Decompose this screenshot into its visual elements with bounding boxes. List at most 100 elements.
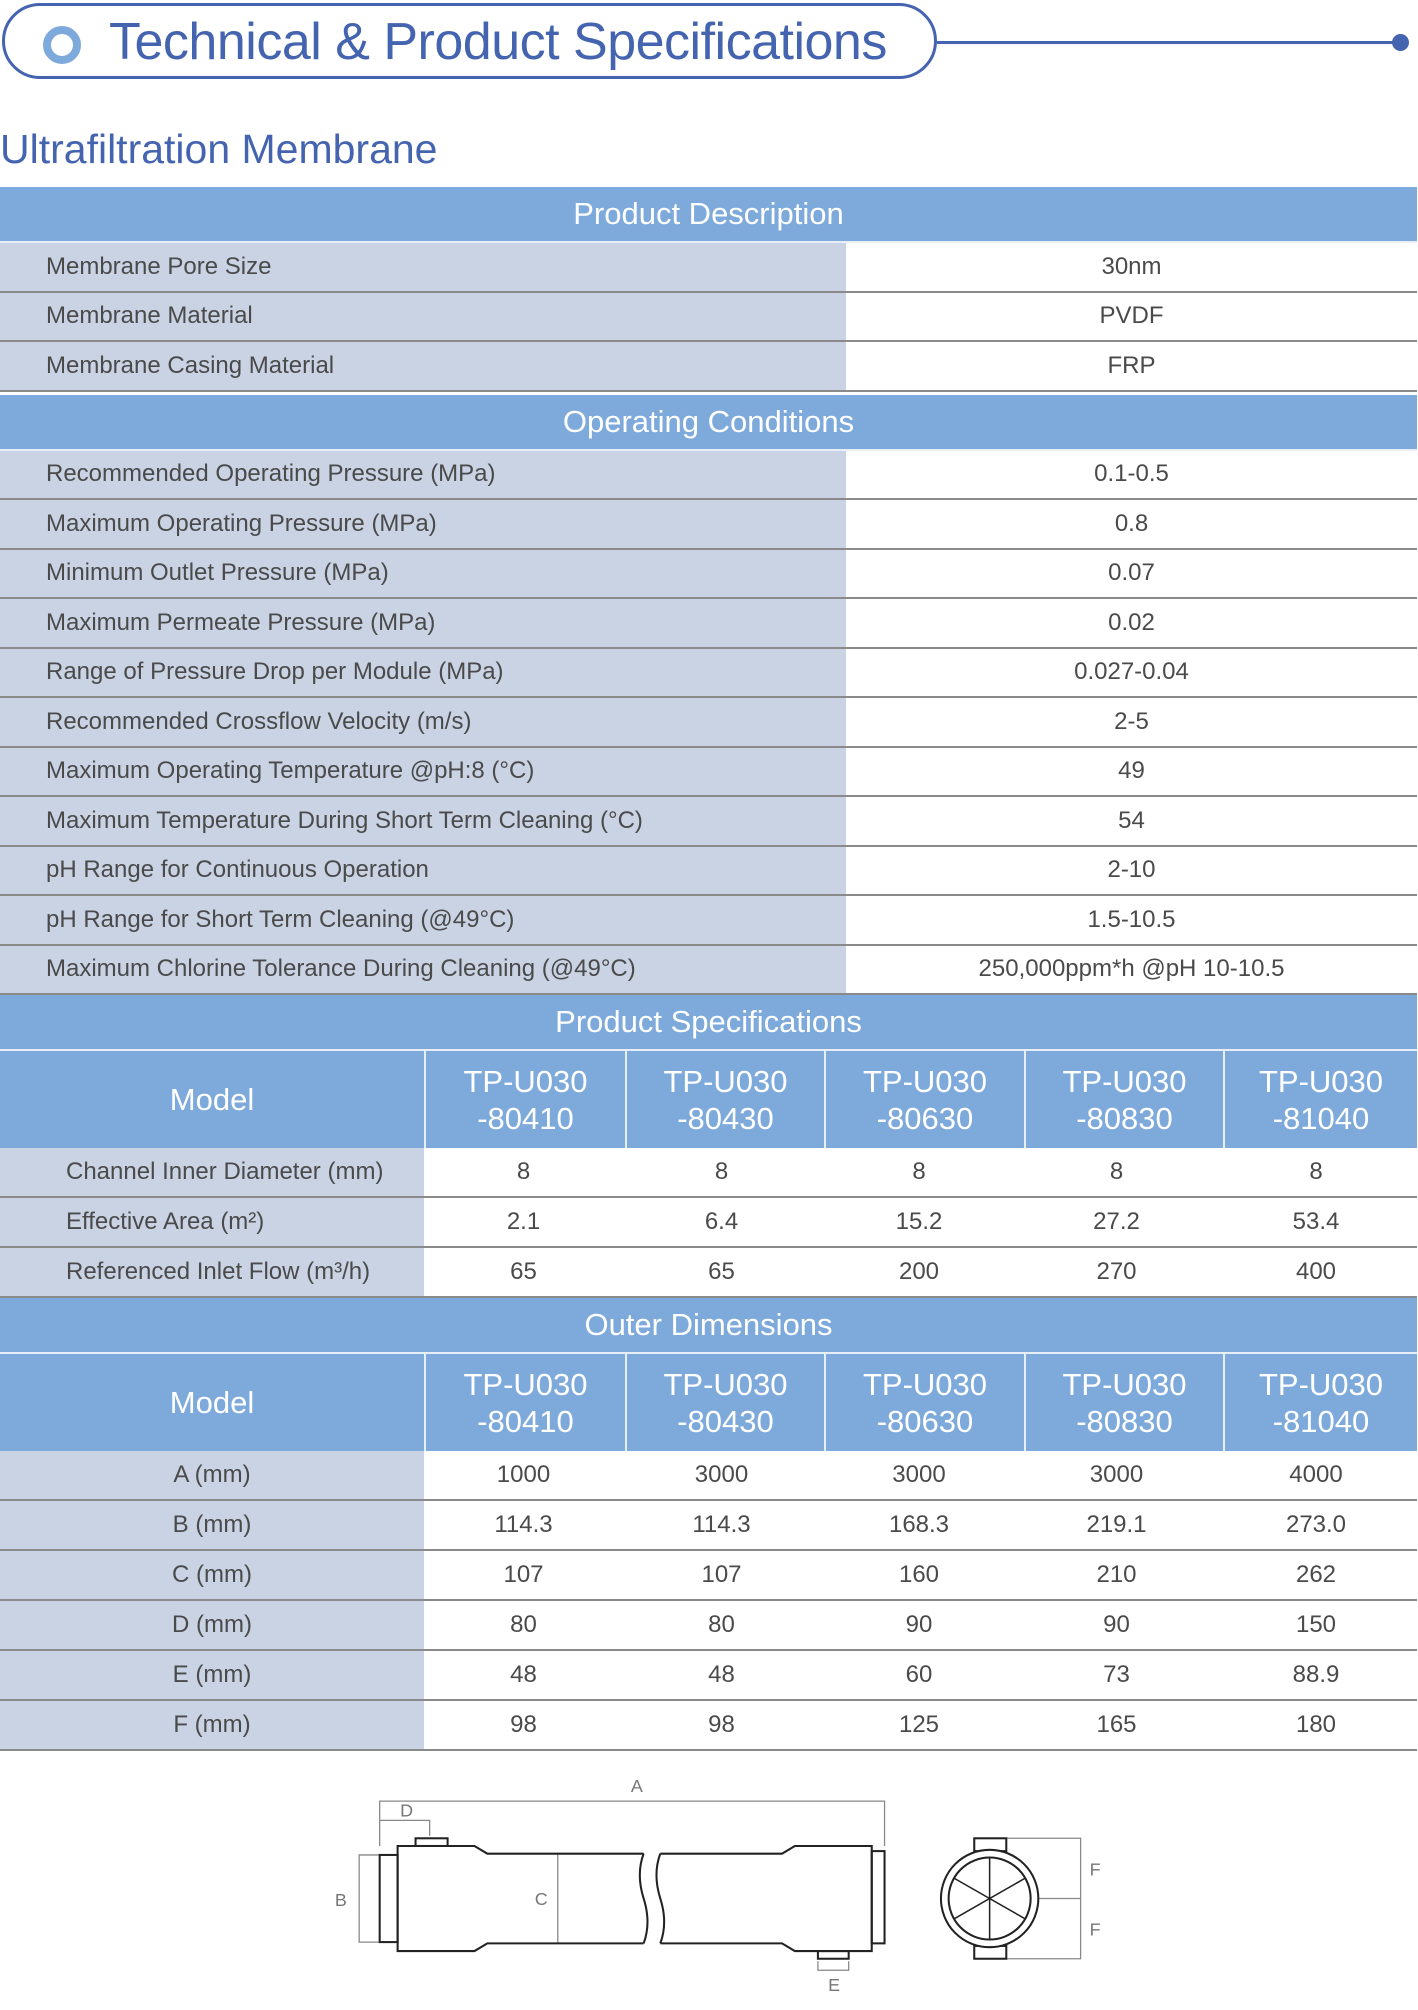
cell-value: 65 xyxy=(708,1258,735,1285)
label-e: E xyxy=(828,1975,840,1995)
model-name-line2: -80410 xyxy=(477,1100,574,1136)
row-label: Membrane Casing Material xyxy=(0,342,846,390)
model-name: TP-U030 -80430 xyxy=(663,1366,787,1440)
model-name: TP-U030 -80830 xyxy=(1062,1366,1186,1440)
row-value: 0.027-0.04 xyxy=(1074,658,1189,686)
table-row: Recommended Operating Pressure (MPa) 0.1-… xyxy=(0,450,1417,500)
cell-value: 65 xyxy=(510,1258,537,1285)
cell-value: 48 xyxy=(510,1661,537,1688)
model-name: TP-U030 -81040 xyxy=(1259,1366,1383,1440)
cell-value: 90 xyxy=(1103,1611,1130,1638)
model-name-line1: TP-U030 xyxy=(1258,1063,1384,1099)
model-name-line2: -80430 xyxy=(677,1100,774,1136)
cell-value: 273.0 xyxy=(1285,1511,1347,1538)
operating-conditions-header: Operating Conditions xyxy=(0,394,1417,451)
model-header-row: Model TP-U030 -80410 TP-U030 -80430 TP-U030 -8… xyxy=(0,1354,1417,1451)
row-value: 250,000ppm*h @pH 10-10.5 xyxy=(978,955,1285,983)
row-label: Membrane Material xyxy=(0,292,846,340)
model-name: TP-U030 -80430 xyxy=(663,1063,787,1137)
model-name-line1: TP-U030 xyxy=(1062,1063,1187,1099)
label-d: D xyxy=(400,1801,413,1821)
table-row: Maximum Chlorine Tolerance During Cleani… xyxy=(0,945,1417,995)
model-header: TP-U030 -80430 xyxy=(625,1354,824,1451)
model-header: TP-U030 -81040 xyxy=(1223,1354,1417,1451)
table-row: Membrane Pore Size 30nm xyxy=(0,243,1417,293)
cell-value: 6.4 xyxy=(704,1208,739,1235)
model-header: TP-U030 -80630 xyxy=(824,1051,1024,1148)
model-name-line2: -81040 xyxy=(1272,1403,1370,1439)
row-value: 2-5 xyxy=(1114,707,1149,735)
table-row: Minimum Outlet Pressure (MPa) 0.07 xyxy=(0,549,1417,599)
model-name-line2: -80410 xyxy=(477,1403,574,1439)
table-row: F (mm) 98 98 125 165 180 xyxy=(0,1701,1417,1751)
model-header-row: Model TP-U030 -80410 TP-U030 -80430 TP-U030 -8… xyxy=(0,1051,1417,1148)
model-name-line1: TP-U030 xyxy=(1062,1366,1187,1402)
row-label: Membrane Pore Size xyxy=(0,243,846,291)
model-header: TP-U030 -80410 xyxy=(424,1051,625,1148)
model-name-line1: TP-U030 xyxy=(463,1366,588,1402)
model-name: TP-U030 -80630 xyxy=(863,1366,987,1440)
row-label: D (mm) xyxy=(0,1601,424,1649)
cell-value: 98 xyxy=(708,1711,735,1738)
row-value: 0.02 xyxy=(1108,608,1155,636)
cell-value: 180 xyxy=(1295,1711,1337,1738)
section-title: Technical & Product Specifications xyxy=(109,13,887,71)
model-header: TP-U030 -80410 xyxy=(424,1354,625,1451)
cell-value: 114.3 xyxy=(494,1511,553,1538)
section-title-pill: Technical & Product Specifications xyxy=(2,3,937,79)
model-name-line2: -80630 xyxy=(876,1100,974,1136)
table-row: A (mm) 1000 3000 3000 3000 4000 xyxy=(0,1451,1417,1501)
cell-value: 150 xyxy=(1295,1611,1337,1638)
row-label: E (mm) xyxy=(0,1651,424,1699)
product-subtitle: Ultrafiltration Membrane xyxy=(0,126,438,172)
cell-value: 3000 xyxy=(1089,1461,1144,1488)
row-value: 0.07 xyxy=(1108,559,1155,587)
model-header: TP-U030 -80830 xyxy=(1024,1354,1223,1451)
cell-value: 165 xyxy=(1096,1711,1137,1738)
table-row: Maximum Permeate Pressure (MPa) 0.02 xyxy=(0,599,1417,649)
divider-dot-icon xyxy=(1392,34,1409,51)
table-row: Membrane Casing Material FRP xyxy=(0,342,1417,392)
row-label: Minimum Outlet Pressure (MPa) xyxy=(0,549,846,597)
cell-value: 1000 xyxy=(496,1461,551,1488)
cell-value: 8 xyxy=(912,1158,926,1185)
cell-value: 8 xyxy=(1109,1158,1124,1185)
row-label: C (mm) xyxy=(0,1551,424,1599)
circle-bullet-icon xyxy=(43,26,81,64)
cell-value: 400 xyxy=(1295,1258,1337,1285)
cell-value: 270 xyxy=(1096,1258,1137,1285)
model-name-line2: -80830 xyxy=(1076,1403,1173,1439)
model-name-line1: TP-U030 xyxy=(1258,1366,1384,1402)
row-label: F (mm) xyxy=(0,1701,424,1749)
product-specifications-header: Product Specifications xyxy=(0,995,1417,1051)
cell-value: 88.9 xyxy=(1292,1661,1340,1688)
membrane-dimension-diagram: A D B C E F F xyxy=(335,1776,1101,1995)
model-name: TP-U030 -80410 xyxy=(463,1063,587,1137)
cell-value: 262 xyxy=(1295,1561,1337,1588)
cell-value: 53.4 xyxy=(1292,1208,1340,1235)
table-row: B (mm) 114.3 114.3 168.3 219.1 273.0 xyxy=(0,1501,1417,1551)
row-label: Maximum Operating Pressure (MPa) xyxy=(0,500,846,548)
row-value: 0.1-0.5 xyxy=(1094,460,1169,488)
model-header: TP-U030 -80630 xyxy=(824,1354,1024,1451)
cell-value: 98 xyxy=(510,1711,537,1738)
table-row: pH Range for Continuous Operation 2-10 xyxy=(0,846,1417,896)
row-label: Recommended Crossflow Velocity (m/s) xyxy=(0,698,846,746)
outer-dimensions-header: Outer Dimensions xyxy=(0,1298,1417,1354)
row-value: PVDF xyxy=(1099,302,1164,330)
model-name-line1: TP-U030 xyxy=(663,1366,788,1402)
cell-value: 114.3 xyxy=(692,1511,751,1538)
product-description-header: Product Description xyxy=(0,187,1417,243)
model-label: Model xyxy=(169,1082,255,1117)
title-divider-line xyxy=(937,41,1400,44)
cell-value: 80 xyxy=(510,1611,537,1638)
row-label: Range of Pressure Drop per Module (MPa) xyxy=(0,648,846,696)
row-value: 49 xyxy=(1118,757,1145,785)
table-row: Recommended Crossflow Velocity (m/s) 2-5 xyxy=(0,698,1417,748)
label-b: B xyxy=(335,1890,347,1910)
cell-value: 48 xyxy=(708,1661,735,1688)
row-label: Effective Area (m²) xyxy=(0,1198,424,1246)
table-row: C (mm) 107 107 160 210 262 xyxy=(0,1551,1417,1601)
row-label: pH Range for Short Term Cleaning (@49°C) xyxy=(0,896,846,944)
model-name-line1: TP-U030 xyxy=(862,1366,988,1402)
